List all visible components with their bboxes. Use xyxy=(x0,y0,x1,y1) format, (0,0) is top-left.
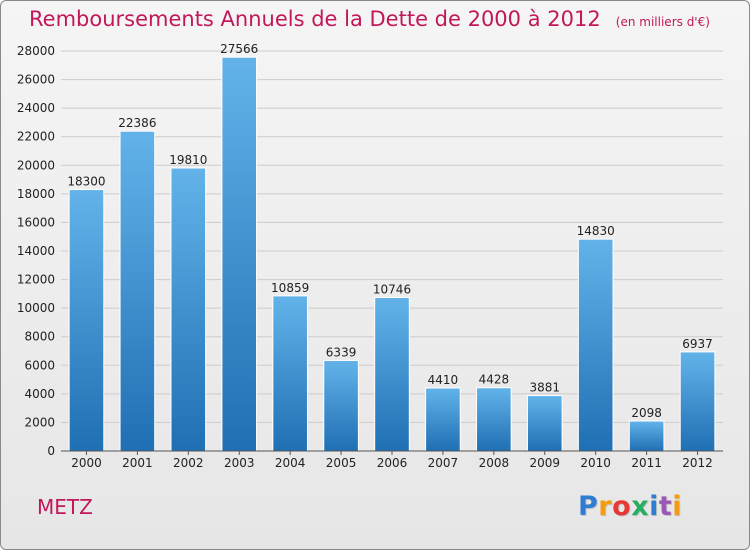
x-tick-label: 2005 xyxy=(326,456,357,470)
x-tick-label: 2000 xyxy=(71,456,102,470)
data-label-2002: 19810 xyxy=(169,153,207,167)
logo-letter: P xyxy=(578,491,599,522)
bar-2004 xyxy=(272,295,308,452)
data-labels: 18300 22386 19810 27566 10859 6339 10746 4410 44… xyxy=(67,42,712,420)
y-tick-label: 28000 xyxy=(17,44,55,58)
x-tick-label: 2009 xyxy=(529,456,560,470)
data-label-2009: 3881 xyxy=(529,381,560,395)
y-tick-label: 24000 xyxy=(17,101,55,115)
y-tick-label: 14000 xyxy=(17,244,55,258)
x-tick-label: 2011 xyxy=(631,456,662,470)
bar-2001 xyxy=(119,130,156,452)
y-tick-label: 20000 xyxy=(17,158,55,172)
logo-letter: x xyxy=(631,491,650,522)
bar-2002 xyxy=(170,167,207,452)
y-tick-label: 4000 xyxy=(24,387,55,401)
title-bar: Remboursements Annuels de la Dette de 20… xyxy=(29,7,710,31)
bar-2012 xyxy=(679,351,716,452)
x-tick-label: 2008 xyxy=(479,456,510,470)
data-label-2001: 22386 xyxy=(118,116,156,130)
x-tick-label: 2010 xyxy=(580,456,611,470)
y-tick-label: 16000 xyxy=(17,215,55,229)
y-tick-label: 22000 xyxy=(17,130,55,144)
data-label-2000: 18300 xyxy=(67,175,105,189)
chart-title: Remboursements Annuels de la Dette de 20… xyxy=(29,7,601,31)
logo-letter: r xyxy=(598,491,613,522)
logo-letter: o xyxy=(612,491,632,522)
bar-2009 xyxy=(526,395,563,452)
bar-2006 xyxy=(374,296,410,452)
x-tick-label: 2003 xyxy=(224,456,255,470)
y-tick-label: 26000 xyxy=(17,73,55,87)
y-tick-label: 12000 xyxy=(17,273,55,287)
bar-2005 xyxy=(323,359,359,452)
logo-letter: i xyxy=(649,491,659,522)
bar-2008 xyxy=(476,387,512,452)
data-label-2003: 27566 xyxy=(220,42,258,56)
data-label-2010: 14830 xyxy=(577,224,615,238)
chart-unit: (en milliers d'€) xyxy=(615,15,710,29)
x-tick-label: 2006 xyxy=(377,456,408,470)
y-tick-label: 8000 xyxy=(24,330,55,344)
x-tick-label: 2012 xyxy=(682,456,713,470)
bar-2011 xyxy=(628,420,665,452)
y-tick-label: 10000 xyxy=(17,301,55,315)
logo-letter: i xyxy=(672,491,683,522)
x-tick-label: 2007 xyxy=(428,456,459,470)
x-tick-label: 2002 xyxy=(173,456,204,470)
y-axis-ticks: 0 2000 4000 6000 8000 10000 12000 14000 16000 180… xyxy=(17,44,55,458)
logo-letter: t xyxy=(658,491,673,522)
x-tick-label: 2001 xyxy=(122,456,153,470)
y-tick-label: 18000 xyxy=(17,187,55,201)
data-label-2008: 4428 xyxy=(479,373,510,387)
data-label-2012: 6937 xyxy=(682,337,713,351)
bar-2010 xyxy=(577,238,614,452)
proxiti-logo: Proxiti xyxy=(578,491,682,522)
bar-2007 xyxy=(425,387,461,452)
y-tick-label: 6000 xyxy=(24,358,55,372)
city-name: METZ xyxy=(37,495,93,519)
data-label-2004: 10859 xyxy=(271,281,309,295)
data-label-2011: 2098 xyxy=(631,406,662,420)
data-label-2005: 6339 xyxy=(326,345,357,359)
data-label-2006: 10746 xyxy=(373,282,411,296)
y-tick-label: 0 xyxy=(47,444,55,458)
x-axis-ticks: 2000 2001 2002 2003 2004 2005 2006 2007 2008 2009… xyxy=(71,451,713,470)
x-tick-label: 2004 xyxy=(275,456,306,470)
data-label-2007: 4410 xyxy=(428,373,459,387)
bars xyxy=(68,56,716,452)
bar-2000 xyxy=(68,189,105,452)
bar-2003 xyxy=(221,56,258,452)
y-tick-label: 2000 xyxy=(24,415,55,429)
